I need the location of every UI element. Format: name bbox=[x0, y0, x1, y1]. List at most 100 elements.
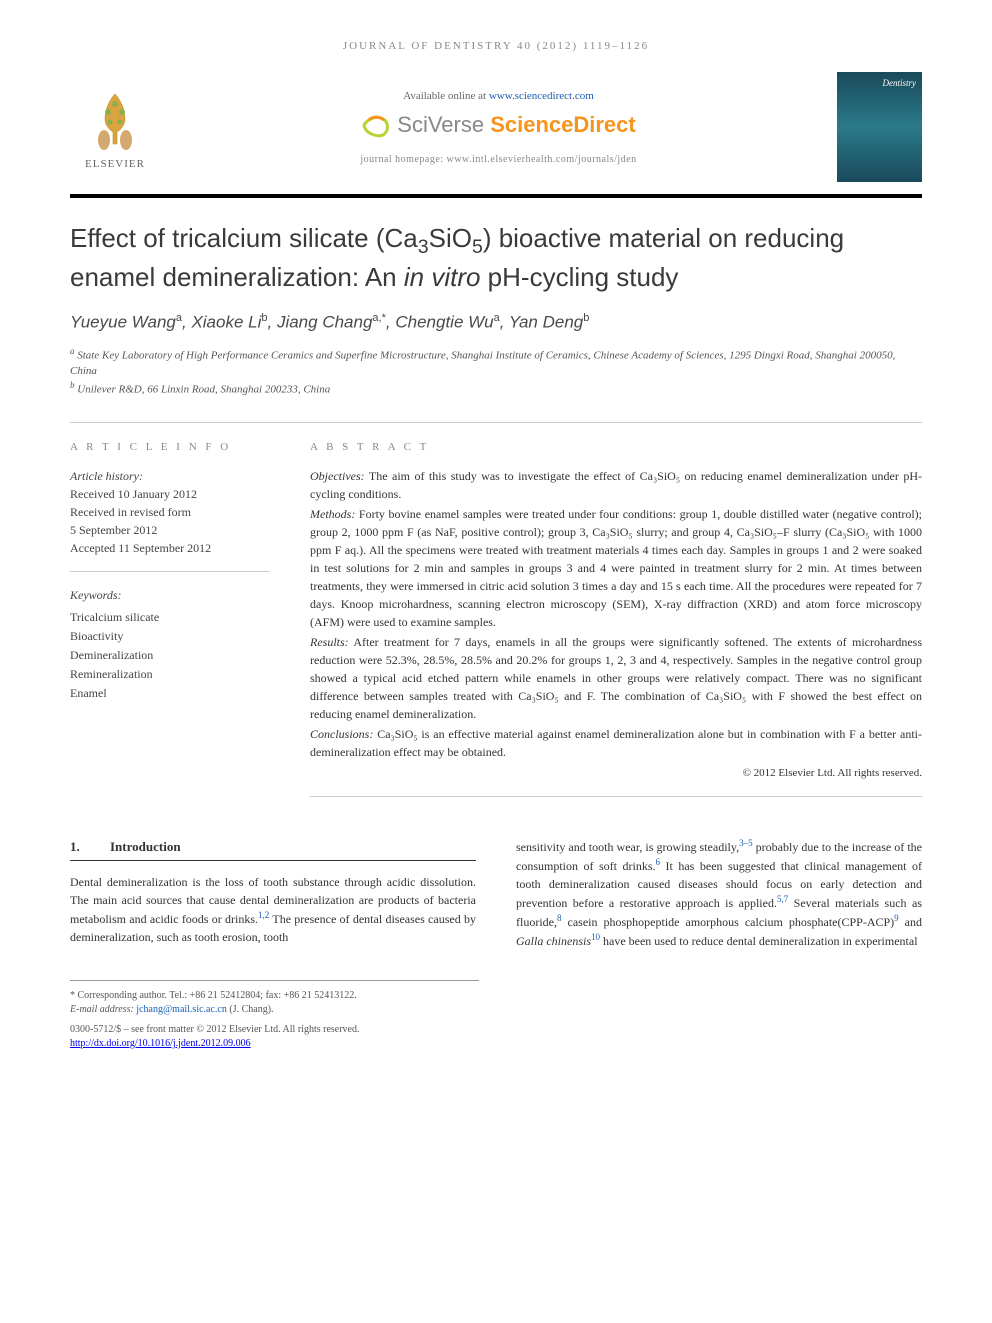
intro-paragraph-left: Dental demineralization is the loss of t… bbox=[70, 873, 476, 946]
affil-text: Unilever R&D, 66 Linxin Road, Shanghai 2… bbox=[77, 384, 330, 396]
available-prefix: Available online at bbox=[403, 90, 489, 102]
email-label: E-mail address: bbox=[70, 1004, 136, 1015]
sciverse-icon bbox=[361, 110, 391, 140]
abstract-objectives-label: Objectives: bbox=[310, 469, 365, 483]
email-line: E-mail address: jchang@mail.sic.ac.cn (J… bbox=[70, 1003, 479, 1017]
email-who: (J. Chang). bbox=[227, 1004, 274, 1015]
history-revised-2: 5 September 2012 bbox=[70, 521, 270, 539]
citation-link[interactable]: 10 bbox=[591, 932, 600, 942]
intro-paragraph-right: sensitivity and tooth wear, is growing s… bbox=[516, 837, 922, 950]
homepage-prefix: journal homepage: bbox=[360, 154, 446, 165]
title-sub: 5 bbox=[472, 236, 483, 258]
affiliation-b: b Unilever R&D, 66 Linxin Road, Shanghai… bbox=[70, 379, 922, 398]
author-affil-sup: b bbox=[583, 312, 589, 324]
abstract-copyright: © 2012 Elsevier Ltd. All rights reserved… bbox=[310, 765, 922, 782]
publisher-name: ELSEVIER bbox=[85, 158, 145, 170]
abstract-results-text: After treatment for 7 days, enamels in a… bbox=[310, 635, 922, 721]
abstract-conclusions-label: Conclusions: bbox=[310, 727, 373, 741]
issn-line: 0300-5712/$ – see front matter © 2012 El… bbox=[70, 1023, 922, 1037]
doi-link[interactable]: http://dx.doi.org/10.1016/j.jdent.2012.0… bbox=[70, 1038, 251, 1049]
history-revised-1: Received in revised form bbox=[70, 503, 270, 521]
author: Chengtie Wu bbox=[395, 313, 493, 332]
author: Jiang Chang bbox=[277, 313, 372, 332]
article-info-column: A R T I C L E I N F O Article history: R… bbox=[70, 441, 270, 797]
body-text: and bbox=[899, 915, 922, 929]
section-number: 1. bbox=[70, 837, 110, 857]
history-received: Received 10 January 2012 bbox=[70, 485, 270, 503]
abstract-results-label: Results: bbox=[310, 635, 349, 649]
keywords-label: Keywords: bbox=[70, 586, 270, 605]
article-title-block: Effect of tricalcium silicate (Ca3SiO5) … bbox=[70, 222, 922, 294]
corresponding-email-link[interactable]: jchang@mail.sic.ac.cn bbox=[136, 1004, 227, 1015]
body-two-columns: 1.Introduction Dental demineralization i… bbox=[70, 837, 922, 950]
citation-link[interactable]: 1,2 bbox=[258, 910, 269, 920]
corresponding-author-footnote: * Corresponding author. Tel.: +86 21 524… bbox=[70, 980, 479, 1017]
affil-sup: b bbox=[70, 380, 75, 390]
corresponding-author-line: * Corresponding author. Tel.: +86 21 524… bbox=[70, 989, 479, 1003]
author-affil-sup: a,* bbox=[372, 312, 385, 324]
title-frag: pH-cycling study bbox=[480, 262, 678, 292]
abstract-column: A B S T R A C T Objectives: The aim of t… bbox=[310, 441, 922, 797]
history-label: Article history: bbox=[70, 467, 270, 485]
section-title: Introduction bbox=[110, 839, 181, 854]
abstract-text: Objectives: The aim of this study was to… bbox=[310, 467, 922, 797]
abstract-methods-label: Methods: bbox=[310, 507, 355, 521]
title-sub: 3 bbox=[418, 236, 429, 258]
body-column-left: 1.Introduction Dental demineralization i… bbox=[70, 837, 476, 950]
body-column-right: sensitivity and tooth wear, is growing s… bbox=[516, 837, 922, 950]
keywords-block: Keywords: Tricalcium silicate Bioactivit… bbox=[70, 586, 270, 703]
elsevier-tree-icon bbox=[80, 84, 150, 154]
platform-prefix: SciVerse bbox=[397, 112, 490, 137]
corr-text: Tel.: +86 21 52412804; fax: +86 21 52413… bbox=[167, 990, 357, 1001]
homepage-url: www.intl.elsevierhealth.com/journals/jde… bbox=[447, 154, 637, 165]
publisher-logo-block: ELSEVIER bbox=[70, 84, 160, 170]
author-list: Yueyue Wanga, Xiaoke Lib, Jiang Changa,*… bbox=[70, 312, 922, 333]
corr-label: * Corresponding author. bbox=[70, 990, 167, 1001]
affil-sup: a bbox=[70, 346, 75, 356]
journal-banner: ELSEVIER Available online at www.science… bbox=[70, 72, 922, 198]
abstract-methods-text: Forty bovine enamel samples were treated… bbox=[310, 507, 922, 629]
author-affil-sup: a bbox=[494, 312, 500, 324]
body-text: sensitivity and tooth wear, is growing s… bbox=[516, 840, 739, 854]
author: Yan Deng bbox=[509, 313, 583, 332]
keyword: Tricalcium silicate bbox=[70, 608, 270, 627]
citation-link[interactable]: 3–5 bbox=[739, 838, 753, 848]
history-accepted: Accepted 11 September 2012 bbox=[70, 539, 270, 557]
title-frag: Effect of tricalcium silicate (Ca bbox=[70, 223, 418, 253]
keyword: Remineralization bbox=[70, 665, 270, 684]
author-affil-sup: b bbox=[261, 312, 267, 324]
title-italic: in vitro bbox=[404, 262, 481, 292]
banner-center: Available online at www.sciencedirect.co… bbox=[160, 90, 837, 165]
platform-text: SciVerse ScienceDirect bbox=[397, 112, 635, 138]
keyword: Demineralization bbox=[70, 646, 270, 665]
running-header: JOURNAL OF DENTISTRY 40 (2012) 1119–1126 bbox=[70, 40, 922, 52]
sciencedirect-link[interactable]: www.sciencedirect.com bbox=[489, 90, 594, 102]
affiliation-a: a State Key Laboratory of High Performan… bbox=[70, 345, 922, 379]
article-title: Effect of tricalcium silicate (Ca3SiO5) … bbox=[70, 222, 922, 294]
info-abstract-row: A R T I C L E I N F O Article history: R… bbox=[70, 422, 922, 797]
article-history: Article history: Received 10 January 201… bbox=[70, 467, 270, 572]
affiliations: a State Key Laboratory of High Performan… bbox=[70, 345, 922, 398]
section-1-heading: 1.Introduction bbox=[70, 837, 476, 862]
body-text: have been used to reduce dental deminera… bbox=[600, 934, 918, 948]
abstract-conclusions-text: Ca₃SiO₅ is an effective material against… bbox=[310, 727, 922, 759]
journal-cover-thumbnail: Dentistry bbox=[837, 72, 922, 182]
citation-link[interactable]: 5,7 bbox=[777, 894, 788, 904]
doi-block: 0300-5712/$ – see front matter © 2012 El… bbox=[70, 1023, 922, 1051]
keyword: Enamel bbox=[70, 684, 270, 703]
body-italic: Galla chinensis bbox=[516, 934, 591, 948]
platform-brand: SciVerse ScienceDirect bbox=[170, 110, 827, 140]
affil-text: State Key Laboratory of High Performance… bbox=[70, 350, 895, 377]
title-frag: SiO bbox=[429, 223, 472, 253]
keyword: Bioactivity bbox=[70, 627, 270, 646]
journal-homepage-line: journal homepage: www.intl.elsevierhealt… bbox=[170, 154, 827, 165]
article-info-heading: A R T I C L E I N F O bbox=[70, 441, 270, 453]
abstract-objectives-text: The aim of this study was to investigate… bbox=[310, 469, 922, 501]
platform-main: ScienceDirect bbox=[490, 112, 636, 137]
available-online-line: Available online at www.sciencedirect.co… bbox=[170, 90, 827, 102]
author: Yueyue Wang bbox=[70, 313, 176, 332]
abstract-heading: A B S T R A C T bbox=[310, 441, 922, 453]
cover-journal-title: Dentistry bbox=[843, 78, 916, 88]
author-affil-sup: a bbox=[176, 312, 182, 324]
author: Xiaoke Li bbox=[191, 313, 261, 332]
